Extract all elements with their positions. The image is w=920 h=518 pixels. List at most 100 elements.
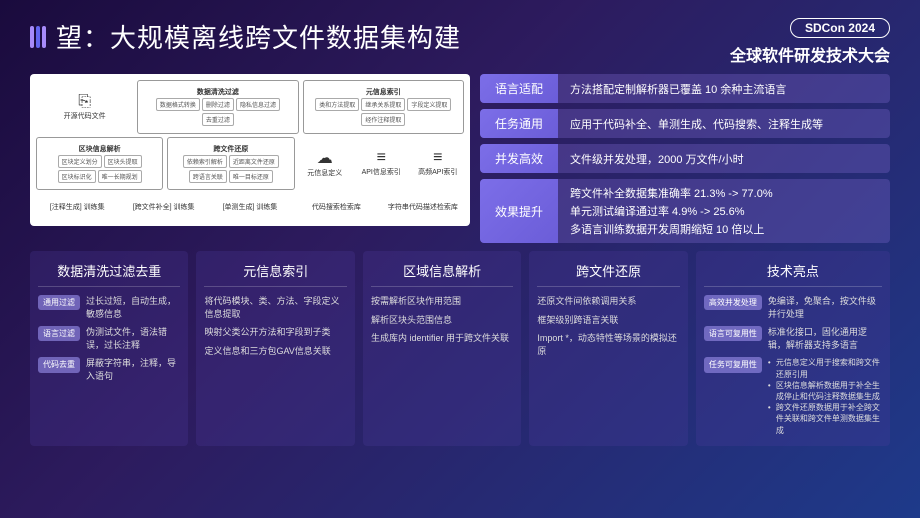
column-item: 将代码模块、类、方法、字段定义信息提取	[204, 295, 346, 320]
item-tag: 代码去重	[38, 357, 80, 372]
column-header: 跨文件还原	[537, 261, 679, 287]
column-item: 映射父类公开方法和字段到子类	[204, 326, 346, 339]
server-icon: ≡	[433, 149, 442, 167]
item-text: 定义信息和三方包GAV信息关联	[204, 345, 346, 358]
item-text: 将代码模块、类、方法、字段定义信息提取	[204, 295, 346, 320]
item-text: 还原文件间依赖调用关系	[537, 295, 679, 308]
diagram-node: ≡ 高频API索引	[412, 137, 465, 191]
column-header: 元信息索引	[204, 261, 346, 287]
column-item: 框架级别跨语言关联	[537, 314, 679, 327]
diagram-cell: 类和方法提取	[315, 98, 359, 111]
column-item: 解析区块头范围信息	[371, 314, 513, 327]
feature-text: 跨文件补全数据集准确率 21.3% -> 77.0%单元测试编译通过率 4.9%…	[558, 179, 890, 243]
conference-name: 全球软件研发技术大会	[730, 42, 890, 66]
header-right: SDCon 2024 全球软件研发技术大会	[730, 18, 890, 66]
mid-section: ⎘ 开源代码文件 数据清洗过滤 数据格式转换 删除过滤 隐私信息过滤 去重过滤 …	[0, 74, 920, 251]
item-text: 按需解析区块作用范围	[371, 295, 513, 308]
column-header: 数据清洗过滤去重	[38, 261, 180, 287]
architecture-diagram: ⎘ 开源代码文件 数据清洗过滤 数据格式转换 删除过滤 隐私信息过滤 去重过滤 …	[30, 74, 470, 226]
column: 跨文件还原还原文件间依赖调用关系框架级别跨语言关联 Import *，动态特性等场…	[529, 251, 687, 446]
event-badge: SDCon 2024	[790, 18, 890, 38]
diagram-box: 数据清洗过滤 数据格式转换 删除过滤 隐私信息过滤 去重过滤	[137, 80, 298, 134]
diagram-cell: 隐私信息过滤	[236, 98, 280, 111]
diagram-output: 代码搜索检索库	[295, 193, 377, 220]
column-item: 按需解析区块作用范围	[371, 295, 513, 308]
diagram-cell: 依赖索引解析	[183, 155, 227, 168]
feature-label: 效果提升	[480, 179, 558, 243]
item-tag: 高效并发处理	[704, 295, 762, 310]
column-item: 定义信息和三方包GAV信息关联	[204, 345, 346, 358]
feature-label: 语言适配	[480, 74, 558, 103]
diagram-output: 字符串代码描述检索库	[382, 193, 464, 220]
header: 望：大规模离线跨文件数据集构建 SDCon 2024 全球软件研发技术大会	[0, 0, 920, 74]
column-header: 技术亮点	[704, 261, 882, 287]
column-item: 通用过滤过长过短，自动生成，敏感信息	[38, 295, 180, 320]
item-tag: 通用过滤	[38, 295, 80, 310]
item-tag: 语言可复用性	[704, 326, 762, 341]
item-text: 伪测试文件，语法错误，过长注释	[86, 326, 180, 351]
feature-row: 语言适配方法搭配定制解析器已覆盖 10 余种主流语言	[480, 74, 890, 103]
item-text: 标准化接口，固化通用逻辑，解析器支持多语言	[768, 326, 882, 351]
diagram-cell: 区块标识化	[58, 170, 96, 183]
file-icon: ⎘	[78, 93, 91, 111]
feature-row: 并发高效文件级并发处理，2000 万文件/小时	[480, 144, 890, 173]
server-icon: ≡	[377, 149, 386, 167]
column-item: 语言可复用性标准化接口，固化通用逻辑，解析器支持多语言	[704, 326, 882, 351]
feature-list: 语言适配方法搭配定制解析器已覆盖 10 余种主流语言任务通用应用于代码补全、单测…	[480, 74, 890, 243]
diagram-cell: 近距离文件还原	[229, 155, 279, 168]
feature-label: 并发高效	[480, 144, 558, 173]
feature-text: 方法搭配定制解析器已覆盖 10 余种主流语言	[558, 74, 890, 103]
feature-row: 效果提升跨文件补全数据集准确率 21.3% -> 77.0%单元测试编译通过率 …	[480, 179, 890, 243]
diagram-cell: 经作注释提取	[361, 113, 405, 126]
diagram-node: ☁ 元信息定义	[299, 137, 352, 191]
diagram-box-title: 区块信息解析	[79, 144, 121, 154]
diagram-box-title: 数据清洗过滤	[197, 87, 239, 97]
diagram-cell: 字段定义提取	[407, 98, 451, 111]
item-text: 框架级别跨语言关联	[537, 314, 679, 327]
feature-label: 任务通用	[480, 109, 558, 138]
diagram-cell: 数据格式转换	[156, 98, 200, 111]
column-item: 任务可复用性元信息定义用于搜索和跨文件还原引用区块信息解析数据用于补全生成停止和…	[704, 357, 882, 435]
diagram-box-title: 跨文件还原	[213, 144, 248, 154]
item-tag: 任务可复用性	[704, 357, 762, 372]
feature-row: 任务通用应用于代码补全、单测生成、代码搜索、注释生成等	[480, 109, 890, 138]
diagram-cell: 区块头提取	[104, 155, 142, 168]
column-item: Import *，动态特性等场景的模拟还原	[537, 332, 679, 357]
diagram-box-title: 元信息索引	[366, 87, 401, 97]
diagram-cell: 区块定义划分	[58, 155, 102, 168]
diagram-label: 开源代码文件	[64, 111, 106, 121]
diagram-box: 元信息索引 类和方法提取 继承关系提取 字段定义提取 经作注释提取	[303, 80, 464, 134]
header-left: 望：大规模离线跨文件数据集构建	[30, 18, 461, 55]
item-text: 元信息定义用于搜索和跨文件还原引用区块信息解析数据用于补全生成停止和代码注释数据…	[768, 357, 882, 435]
diagram-cell: 去重过滤	[202, 113, 234, 126]
diagram-output: [跨文件补全] 训练集	[122, 193, 204, 220]
diagram-box: 跨文件还原 依赖索引解析 近距离文件还原 跨语言关联 唯一目标还原	[167, 137, 294, 191]
diagram-box: 区块信息解析 区块定义划分 区块头提取 区块标识化 唯一长期规划	[36, 137, 163, 191]
diagram-cell: 唯一目标还原	[229, 170, 273, 183]
item-text: 映射父类公开方法和字段到子类	[204, 326, 346, 339]
item-text: 屏蔽字符串，注释，导入语句	[86, 357, 180, 382]
cloud-icon: ☁	[317, 148, 333, 168]
item-text: 生成库内 identifier 用于跨文件关联	[371, 332, 513, 345]
item-tag: 语言过滤	[38, 326, 80, 341]
diagram-cell: 删除过滤	[202, 98, 234, 111]
column-item: 语言过滤伪测试文件，语法错误，过长注释	[38, 326, 180, 351]
column-item: 高效并发处理免编译，免聚合，按文件级并行处理	[704, 295, 882, 320]
diagram-source: ⎘ 开源代码文件	[36, 80, 133, 134]
bottom-columns: 数据清洗过滤去重通用过滤过长过短，自动生成，敏感信息语言过滤伪测试文件，语法错误…	[0, 251, 920, 446]
item-text: Import *，动态特性等场景的模拟还原	[537, 332, 679, 357]
feature-text: 应用于代码补全、单测生成、代码搜索、注释生成等	[558, 109, 890, 138]
diagram-output: [注释生成] 训练集	[36, 193, 118, 220]
diagram-label: 元信息定义	[307, 168, 342, 178]
diagram-label: 高频API索引	[418, 167, 457, 177]
diagram-cell: 继承关系提取	[361, 98, 405, 111]
item-text: 免编译，免聚合，按文件级并行处理	[768, 295, 882, 320]
diagram-cell: 唯一长期规划	[98, 170, 142, 183]
diagram-output: [单测生成] 训练集	[209, 193, 291, 220]
column-item: 生成库内 identifier 用于跨文件关联	[371, 332, 513, 345]
diagram-node: ≡ API信息索引	[355, 137, 408, 191]
item-text: 解析区块头范围信息	[371, 314, 513, 327]
column: 数据清洗过滤去重通用过滤过长过短，自动生成，敏感信息语言过滤伪测试文件，语法错误…	[30, 251, 188, 446]
column: 区域信息解析按需解析区块作用范围解析区块头范围信息生成库内 identifier…	[363, 251, 521, 446]
column-item: 还原文件间依赖调用关系	[537, 295, 679, 308]
